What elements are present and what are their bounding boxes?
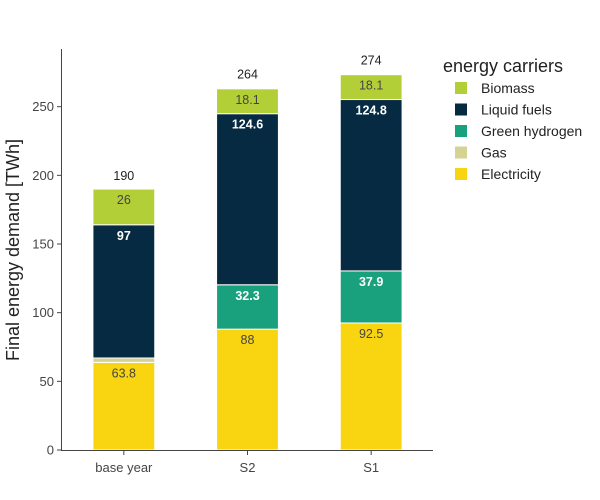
legend-swatch-electricity [455,168,467,180]
bar-segment-biomass [339,74,403,101]
segment-label-biomass: 18.1 [235,93,259,107]
legend-swatch-green-hydrogen [455,125,467,137]
y-tick-label: 50 [40,374,54,389]
segment-label-electricity: 88 [241,333,255,347]
y-tick-label: 250 [32,99,54,114]
y-tick-label: 100 [32,305,54,320]
x-tick-label: S2 [240,460,256,475]
bar-segment-liquid-fuels [339,99,403,272]
y-ticks-group: 0 50 100 150 200 250 [32,99,62,458]
legend-label-green-hydrogen: Green hydrogen [481,123,582,139]
y-axis-title: Final energy demand [TWh] [3,139,23,361]
total-label: 274 [361,54,382,68]
x-ticks-group: base year S2 S1 [95,450,379,475]
bar-segment-green-hydrogen [339,270,403,324]
legend-title: energy carriers [443,56,563,76]
segment-label-electricity: 92.5 [359,327,383,341]
bar-segment-electricity [339,322,403,451]
bar-segment-biomass [216,88,279,115]
bar-segment-biomass [92,188,156,226]
segment-label-green-hydrogen: 37.9 [359,275,383,289]
bar-segment-liquid-fuels [92,224,156,359]
legend: energy carriers Biomass Liquid fuels Green… [443,56,582,182]
bar-segment-liquid-fuels [216,113,279,286]
segment-label-green-hydrogen: 32.3 [235,289,259,303]
bar-segment-electricity [216,328,279,451]
bar-segment-gas [92,357,156,363]
y-tick-label: 200 [32,168,54,183]
total-label: 190 [113,169,134,183]
segment-label-biomass: 26 [117,193,131,207]
axes-group: Final energy demand [TWh] [3,49,433,451]
segment-label-liquid-fuels: 124.8 [356,104,387,118]
legend-label-gas: Gas [481,145,507,161]
x-tick-label: S1 [363,460,379,475]
x-tick-label: base year [95,460,153,475]
legend-swatch-gas [455,146,467,159]
legend-label-liquid-fuels: Liquid fuels [481,102,552,118]
legend-swatch-liquid-fuels [455,103,467,116]
segment-label-electricity: 63.8 [112,366,136,380]
legend-label-electricity: Electricity [481,166,541,182]
bars-group: 63.8 97 26 190 88 32.3 124.6 18.1 264 92.5 37.9 124… [92,54,403,451]
legend-label-biomass: Biomass [481,80,535,96]
legend-swatch-biomass [455,82,467,94]
y-tick-label: 0 [47,443,54,458]
total-label: 264 [237,67,258,81]
segment-label-biomass: 18.1 [359,79,383,93]
bar-segment-electricity [92,361,156,451]
segment-label-liquid-fuels: 97 [117,229,131,243]
y-tick-label: 150 [32,237,54,252]
segment-label-liquid-fuels: 124.6 [232,118,263,132]
